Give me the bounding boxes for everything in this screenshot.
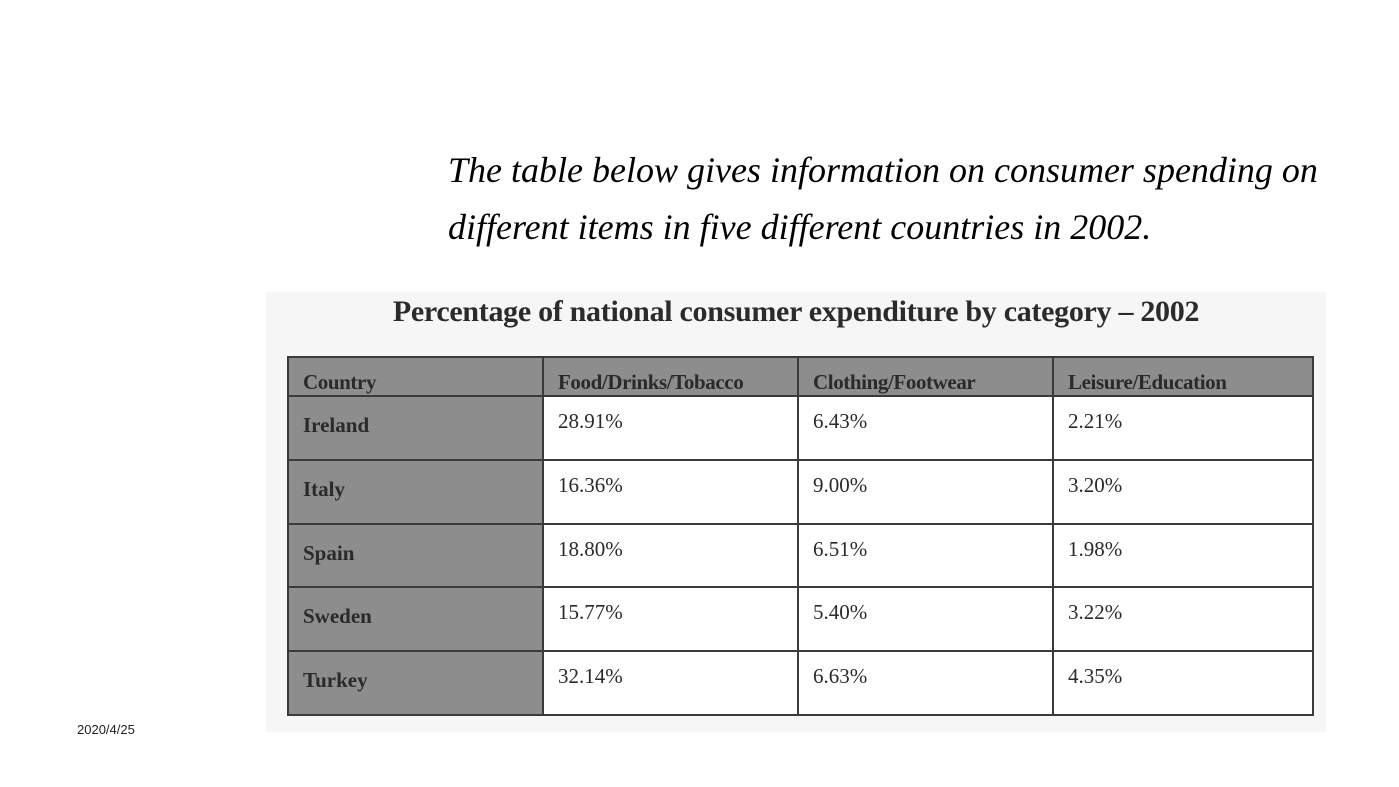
row-country: Spain: [287, 522, 544, 589]
header-country: Country: [287, 356, 544, 397]
cell-leisure: 3.20%: [1052, 458, 1314, 525]
header-leisure: Leisure/Education: [1052, 356, 1314, 397]
cell-clothing: 6.63%: [797, 650, 1054, 716]
row-country: Turkey: [287, 650, 544, 716]
intro-line-2: different items in five different countr…: [448, 207, 1152, 247]
cell-food: 32.14%: [542, 650, 799, 716]
intro-text: The table below gives information on con…: [448, 142, 1348, 256]
row-country: Sweden: [287, 586, 544, 653]
cell-food: 16.36%: [542, 458, 799, 525]
cell-clothing: 6.43%: [797, 395, 1054, 461]
table-row: Spain 18.80% 6.51% 1.98%: [287, 522, 1314, 589]
expenditure-table: Country Food/Drinks/Tobacco Clothing/Foo…: [287, 356, 1314, 716]
table-row: Italy 16.36% 9.00% 3.20%: [287, 458, 1314, 525]
cell-clothing: 6.51%: [797, 522, 1054, 589]
intro-line-1: The table below gives information on con…: [448, 150, 1318, 190]
header-clothing: Clothing/Footwear: [797, 356, 1054, 397]
cell-clothing: 5.40%: [797, 586, 1054, 653]
cell-food: 15.77%: [542, 586, 799, 653]
header-food: Food/Drinks/Tobacco: [542, 356, 799, 397]
table-header-row: Country Food/Drinks/Tobacco Clothing/Foo…: [287, 356, 1314, 397]
cell-food: 18.80%: [542, 522, 799, 589]
table-title: Percentage of national consumer expendit…: [392, 295, 1200, 328]
slide-date: 2020/4/25: [77, 722, 135, 737]
cell-clothing: 9.00%: [797, 458, 1054, 525]
cell-leisure: 1.98%: [1052, 522, 1314, 589]
cell-food: 28.91%: [542, 395, 799, 461]
row-country: Ireland: [287, 395, 544, 461]
table-row: Turkey 32.14% 6.63% 4.35%: [287, 650, 1314, 716]
table-row: Ireland 28.91% 6.43% 2.21%: [287, 395, 1314, 461]
table-figure: Percentage of national consumer expendit…: [266, 292, 1326, 732]
cell-leisure: 3.22%: [1052, 586, 1314, 653]
cell-leisure: 4.35%: [1052, 650, 1314, 716]
cell-leisure: 2.21%: [1052, 395, 1314, 461]
row-country: Italy: [287, 458, 544, 525]
table-row: Sweden 15.77% 5.40% 3.22%: [287, 586, 1314, 653]
